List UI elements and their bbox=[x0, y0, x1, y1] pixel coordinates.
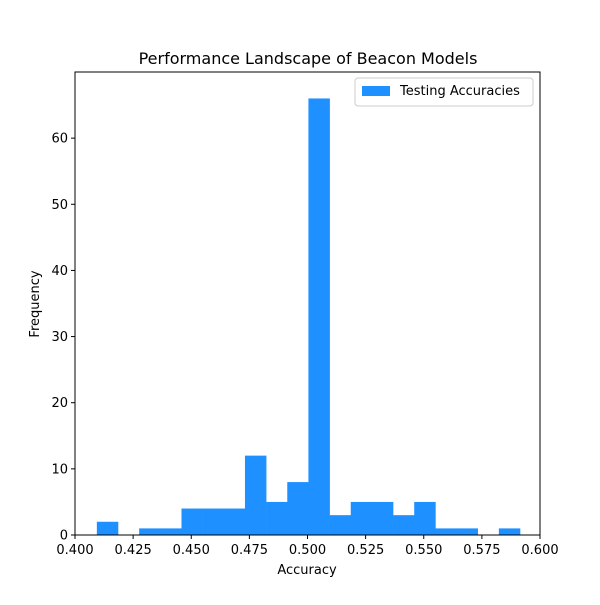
x-tick-label: 0.525 bbox=[347, 543, 384, 558]
y-tick-label: 10 bbox=[51, 462, 68, 477]
y-axis-label: Frequency bbox=[28, 270, 43, 337]
y-axis: 0 10 20 30 40 50 60 bbox=[51, 132, 75, 544]
x-axis: 0.400 0.425 0.450 0.475 0.500 0.525 0.550 0.575… bbox=[56, 535, 559, 558]
histogram-bar bbox=[244, 455, 267, 535]
bars-layer bbox=[96, 98, 521, 536]
legend-box bbox=[354, 77, 534, 107]
histogram-bar bbox=[266, 501, 288, 535]
x-tick-label: 0.475 bbox=[231, 543, 268, 558]
x-tick-label: 0.500 bbox=[289, 543, 326, 558]
legend-swatch bbox=[362, 86, 390, 96]
histogram-bar bbox=[393, 515, 415, 535]
y-tick-label: 60 bbox=[51, 132, 68, 147]
x-tick-label: 0.450 bbox=[173, 543, 210, 558]
x-tick-label: 0.575 bbox=[463, 543, 500, 558]
legend: Testing Accuracies bbox=[354, 77, 534, 107]
histogram-bar bbox=[329, 515, 352, 535]
y-tick-label: 20 bbox=[51, 396, 68, 411]
histogram-bar bbox=[498, 528, 521, 535]
x-tick-label: 0.550 bbox=[405, 543, 442, 558]
histogram-bar bbox=[308, 98, 330, 536]
histogram-bar bbox=[371, 501, 394, 535]
histogram-bar bbox=[414, 501, 436, 535]
legend-label: Testing Accuracies bbox=[399, 84, 520, 99]
histogram-bar bbox=[96, 521, 119, 535]
x-tick-label: 0.400 bbox=[56, 543, 93, 558]
plot-frame bbox=[74, 71, 541, 536]
histogram-bar bbox=[160, 528, 182, 535]
y-tick-label: 30 bbox=[51, 330, 68, 345]
histogram-bar bbox=[435, 528, 457, 535]
y-tick-label: 0 bbox=[60, 529, 68, 544]
histogram-bar bbox=[202, 508, 225, 535]
histogram-bar bbox=[223, 508, 246, 535]
x-axis-label: Accuracy bbox=[277, 563, 337, 578]
histogram-bar bbox=[287, 482, 309, 535]
histogram-bar bbox=[181, 508, 203, 535]
x-tick-label: 0.600 bbox=[521, 543, 558, 558]
y-tick-label: 50 bbox=[51, 198, 68, 213]
histogram-bar bbox=[139, 528, 161, 535]
y-tick-label: 40 bbox=[51, 264, 68, 279]
histogram-bar bbox=[456, 528, 478, 535]
histogram-bar bbox=[350, 501, 373, 535]
chart-title: Performance Landscape of Beacon Models bbox=[139, 49, 478, 68]
x-tick-label: 0.425 bbox=[115, 543, 152, 558]
